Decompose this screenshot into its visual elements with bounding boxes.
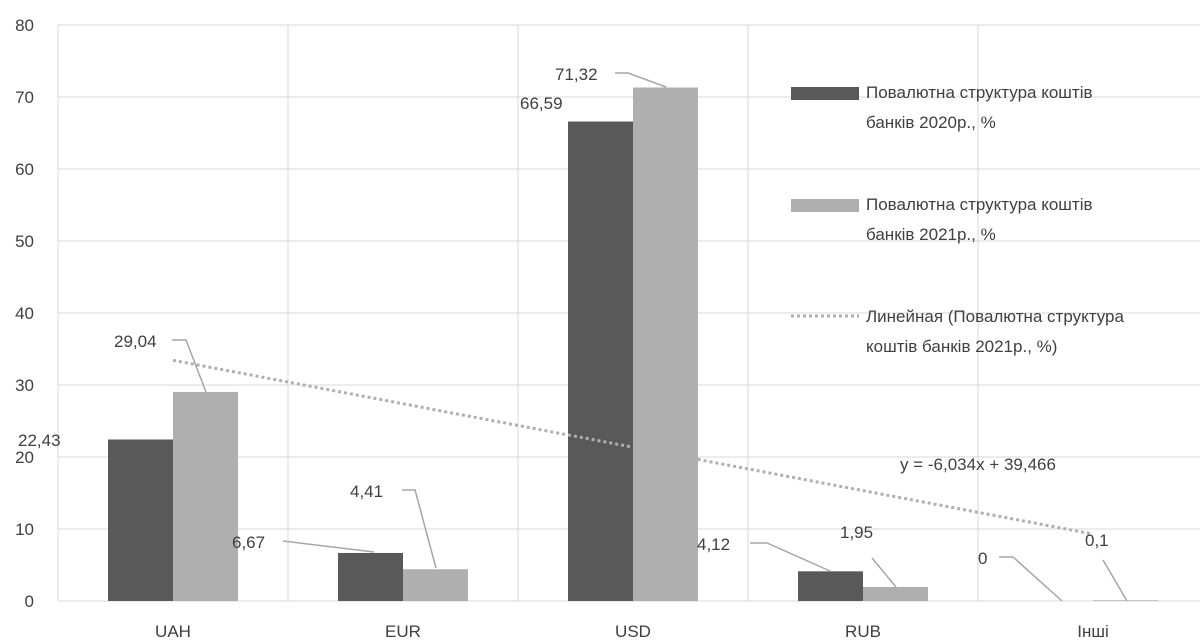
y-axis-ticks: 0 10 20 30 40 50 60 70 80	[15, 16, 34, 611]
legend-label: Повалютна структура коштів	[866, 83, 1093, 102]
bar-2020-eur	[338, 552, 403, 601]
legend-label: Линейная (Повалютна структура	[866, 307, 1124, 326]
legend-label: банків 2021р., %	[866, 225, 996, 244]
leader-line	[871, 557, 897, 588]
x-tick-label: UAH	[155, 622, 191, 640]
y-tick-label: 40	[15, 304, 34, 323]
legend-label: Повалютна структура коштів	[866, 195, 1093, 214]
bar-2020-usd	[568, 121, 633, 601]
leader-line	[172, 339, 207, 393]
data-label: 0	[978, 549, 987, 568]
data-label: 1,95	[840, 523, 873, 542]
legend-swatch-2020	[791, 87, 859, 100]
x-tick-label: USD	[615, 622, 651, 640]
data-label: 66,59	[520, 94, 563, 113]
bar-2021-інші	[1093, 600, 1158, 601]
leader-line	[282, 540, 375, 553]
leader-line	[402, 489, 437, 569]
data-label: 4,12	[697, 535, 730, 554]
x-tick-label: Інші	[1077, 622, 1109, 640]
label-leader-lines	[172, 72, 1128, 602]
leader-line	[1102, 559, 1128, 602]
legend-label: коштів банків 2021р., %)	[866, 337, 1057, 356]
data-label: 71,32	[555, 65, 598, 84]
bar-2020-uah	[108, 439, 173, 601]
data-label: 22,43	[18, 431, 61, 450]
legend-swatch-2021	[791, 199, 859, 212]
x-tick-label: EUR	[385, 622, 421, 640]
y-tick-label: 60	[15, 160, 34, 179]
bar-2021-eur	[403, 569, 468, 601]
data-label: 4,41	[350, 482, 383, 501]
bar-2021-usd	[633, 87, 698, 602]
trendline	[172, 358, 1094, 536]
y-tick-label: 70	[15, 88, 34, 107]
x-tick-label: RUB	[845, 622, 881, 640]
data-labels: 22,43 29,04 6,67 4,41 66,59 71,32 4,12 1,95 0 0,1	[18, 65, 1109, 568]
data-label: 0,1	[1085, 531, 1109, 550]
leader-line	[615, 72, 667, 88]
legend-label: банків 2020р., %	[866, 113, 996, 132]
leader-line	[750, 542, 831, 572]
y-tick-label: 50	[15, 232, 34, 251]
bar-2021-rub	[863, 586, 928, 601]
trendline-equation: y = -6,034x + 39,466	[900, 455, 1056, 474]
y-tick-label: 0	[25, 592, 34, 611]
legend: Повалютна структура коштів банків 2020р.,…	[791, 83, 1124, 356]
bars	[108, 87, 1158, 602]
x-axis-ticks: UAH EUR USD RUB Інші	[155, 622, 1109, 640]
data-label: 6,67	[232, 533, 265, 552]
bar-2020-rub	[798, 571, 863, 601]
data-label: 29,04	[114, 332, 157, 351]
bar-2021-uah	[173, 391, 238, 601]
y-tick-label: 20	[15, 448, 34, 467]
y-tick-label: 10	[15, 520, 34, 539]
leader-line	[999, 556, 1063, 602]
y-tick-label: 80	[15, 16, 34, 35]
trendline-group: y = -6,034x + 39,466	[172, 358, 1094, 536]
y-tick-label: 30	[15, 376, 34, 395]
